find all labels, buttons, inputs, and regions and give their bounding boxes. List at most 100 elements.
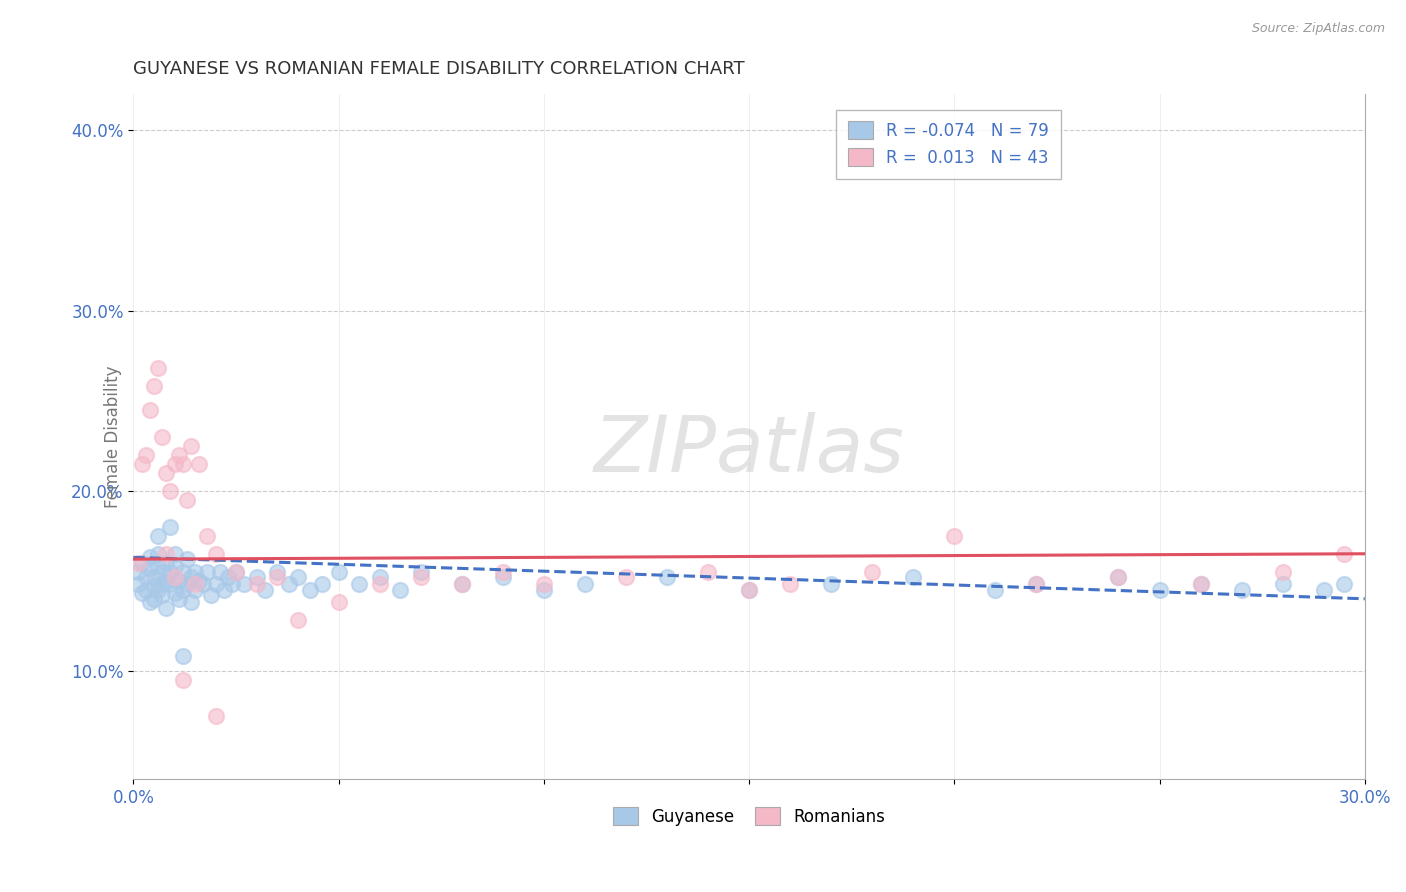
Point bbox=[347, 577, 370, 591]
Point bbox=[1108, 570, 1130, 584]
Point bbox=[492, 565, 515, 579]
Point bbox=[368, 577, 391, 591]
Point bbox=[146, 559, 169, 574]
Point bbox=[159, 577, 181, 591]
Point bbox=[163, 586, 186, 600]
Point bbox=[450, 577, 472, 591]
Point bbox=[195, 565, 218, 579]
Point bbox=[245, 570, 267, 584]
Point bbox=[131, 586, 153, 600]
Point bbox=[143, 379, 166, 393]
Point bbox=[533, 582, 555, 597]
Point bbox=[1025, 577, 1047, 591]
Point bbox=[188, 457, 211, 471]
Point bbox=[143, 570, 166, 584]
Point bbox=[150, 588, 173, 602]
Point bbox=[155, 574, 177, 588]
Point bbox=[217, 570, 239, 584]
Point bbox=[135, 582, 157, 597]
Point bbox=[155, 466, 177, 480]
Point bbox=[135, 448, 157, 462]
Point bbox=[200, 588, 222, 602]
Point bbox=[409, 570, 432, 584]
Legend: Guyanese, Romanians: Guyanese, Romanians bbox=[606, 800, 891, 832]
Point bbox=[131, 457, 153, 471]
Point bbox=[820, 577, 842, 591]
Point bbox=[188, 574, 211, 588]
Point bbox=[176, 492, 198, 507]
Point bbox=[1149, 582, 1171, 597]
Point bbox=[204, 577, 226, 591]
Point bbox=[172, 457, 194, 471]
Point bbox=[779, 577, 801, 591]
Point bbox=[984, 582, 1007, 597]
Point bbox=[184, 577, 207, 591]
Point bbox=[135, 570, 157, 584]
Point bbox=[212, 582, 235, 597]
Point bbox=[287, 614, 309, 628]
Point bbox=[492, 570, 515, 584]
Point bbox=[225, 565, 247, 579]
Point bbox=[1312, 582, 1334, 597]
Point bbox=[738, 582, 761, 597]
Point bbox=[450, 577, 472, 591]
Point bbox=[159, 483, 181, 498]
Point bbox=[533, 577, 555, 591]
Point bbox=[180, 570, 202, 584]
Point bbox=[253, 582, 276, 597]
Point bbox=[233, 577, 256, 591]
Point bbox=[245, 577, 267, 591]
Point bbox=[328, 565, 350, 579]
Point bbox=[167, 574, 190, 588]
Point bbox=[208, 565, 231, 579]
Point bbox=[150, 565, 173, 579]
Point bbox=[368, 570, 391, 584]
Point bbox=[266, 565, 288, 579]
Point bbox=[146, 547, 169, 561]
Point bbox=[146, 529, 169, 543]
Point bbox=[266, 570, 288, 584]
Y-axis label: Female Disability: Female Disability bbox=[104, 366, 122, 508]
Point bbox=[139, 595, 162, 609]
Point bbox=[127, 556, 149, 570]
Text: GUYANESE VS ROMANIAN FEMALE DISABILITY CORRELATION CHART: GUYANESE VS ROMANIAN FEMALE DISABILITY C… bbox=[134, 60, 745, 78]
Text: Source: ZipAtlas.com: Source: ZipAtlas.com bbox=[1251, 22, 1385, 36]
Point bbox=[697, 565, 720, 579]
Point bbox=[1333, 547, 1355, 561]
Point bbox=[127, 565, 149, 579]
Point bbox=[614, 570, 637, 584]
Point bbox=[155, 547, 177, 561]
Point bbox=[150, 577, 173, 591]
Point bbox=[204, 547, 226, 561]
Point bbox=[278, 577, 301, 591]
Point bbox=[193, 577, 215, 591]
Point bbox=[738, 582, 761, 597]
Point bbox=[1189, 577, 1212, 591]
Point bbox=[1025, 577, 1047, 591]
Point bbox=[1108, 570, 1130, 584]
Point bbox=[943, 529, 966, 543]
Point bbox=[172, 649, 194, 664]
Point bbox=[1271, 565, 1294, 579]
Point bbox=[860, 565, 883, 579]
Point bbox=[159, 565, 181, 579]
Point bbox=[139, 550, 162, 565]
Point bbox=[127, 577, 149, 591]
Point bbox=[184, 582, 207, 597]
Point bbox=[180, 595, 202, 609]
Point bbox=[1189, 577, 1212, 591]
Point bbox=[574, 577, 596, 591]
Point bbox=[389, 582, 412, 597]
Point bbox=[1230, 582, 1253, 597]
Point bbox=[159, 520, 181, 534]
Point bbox=[163, 457, 186, 471]
Point bbox=[167, 591, 190, 606]
Point bbox=[143, 591, 166, 606]
Text: ZIPatlas: ZIPatlas bbox=[593, 412, 904, 488]
Point bbox=[143, 579, 166, 593]
Point bbox=[1271, 577, 1294, 591]
Point bbox=[139, 561, 162, 575]
Point bbox=[131, 556, 153, 570]
Point bbox=[139, 402, 162, 417]
Point bbox=[903, 570, 925, 584]
